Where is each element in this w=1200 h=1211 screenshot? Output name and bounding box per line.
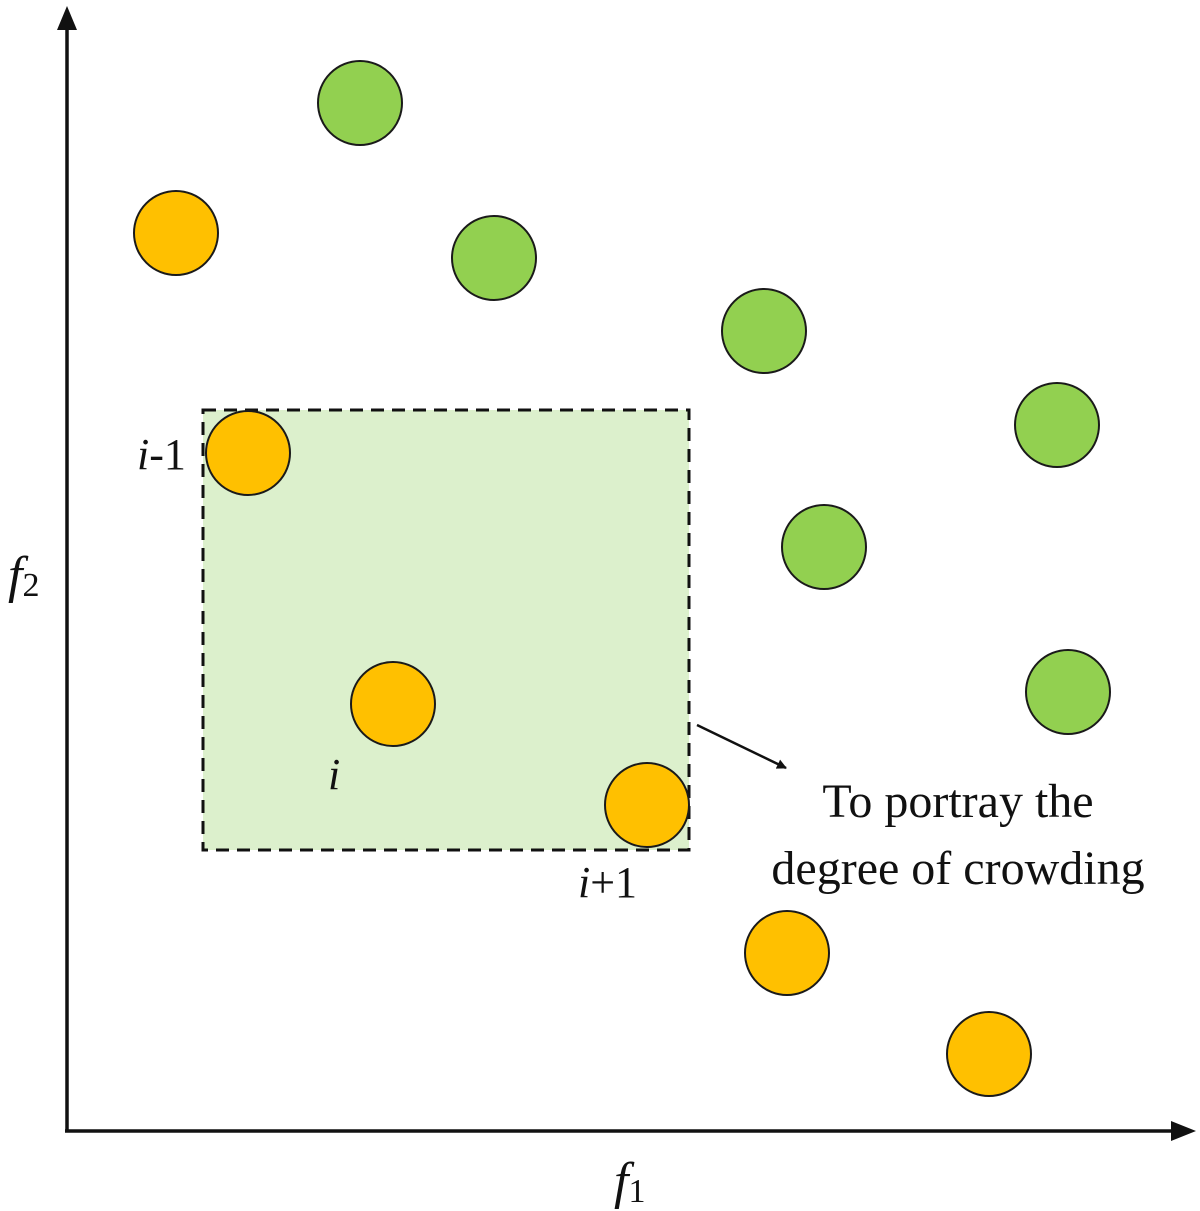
other-point [1025, 649, 1111, 735]
y-axis-arrow-icon [57, 6, 77, 30]
other-points [317, 60, 1111, 735]
annotation-arrow [696, 723, 787, 770]
label-i-minus-1: i-1 [137, 430, 186, 479]
x-axis-arrow-icon [1171, 1121, 1196, 1141]
x-axis-label: f1 [614, 1153, 645, 1210]
front-point [133, 190, 219, 276]
annotation-line-1: To portray the [822, 775, 1093, 828]
crowding-box [201, 408, 691, 852]
annotation-line-2: degree of crowding [771, 842, 1144, 895]
front-point [744, 910, 830, 996]
label-i-plus-1: i+1 [578, 858, 637, 907]
front-points [133, 190, 1032, 1097]
other-point [721, 288, 807, 374]
front-point-i [350, 661, 436, 747]
other-point [781, 504, 867, 590]
other-point [1014, 382, 1100, 468]
other-point [317, 60, 403, 146]
front-point [946, 1011, 1032, 1097]
other-point [451, 215, 537, 301]
y-axis-label: f2 [8, 547, 39, 604]
front-point-i-plus-1 [604, 762, 690, 848]
front-point-i-minus-1 [205, 410, 291, 496]
label-i: i [328, 750, 340, 799]
